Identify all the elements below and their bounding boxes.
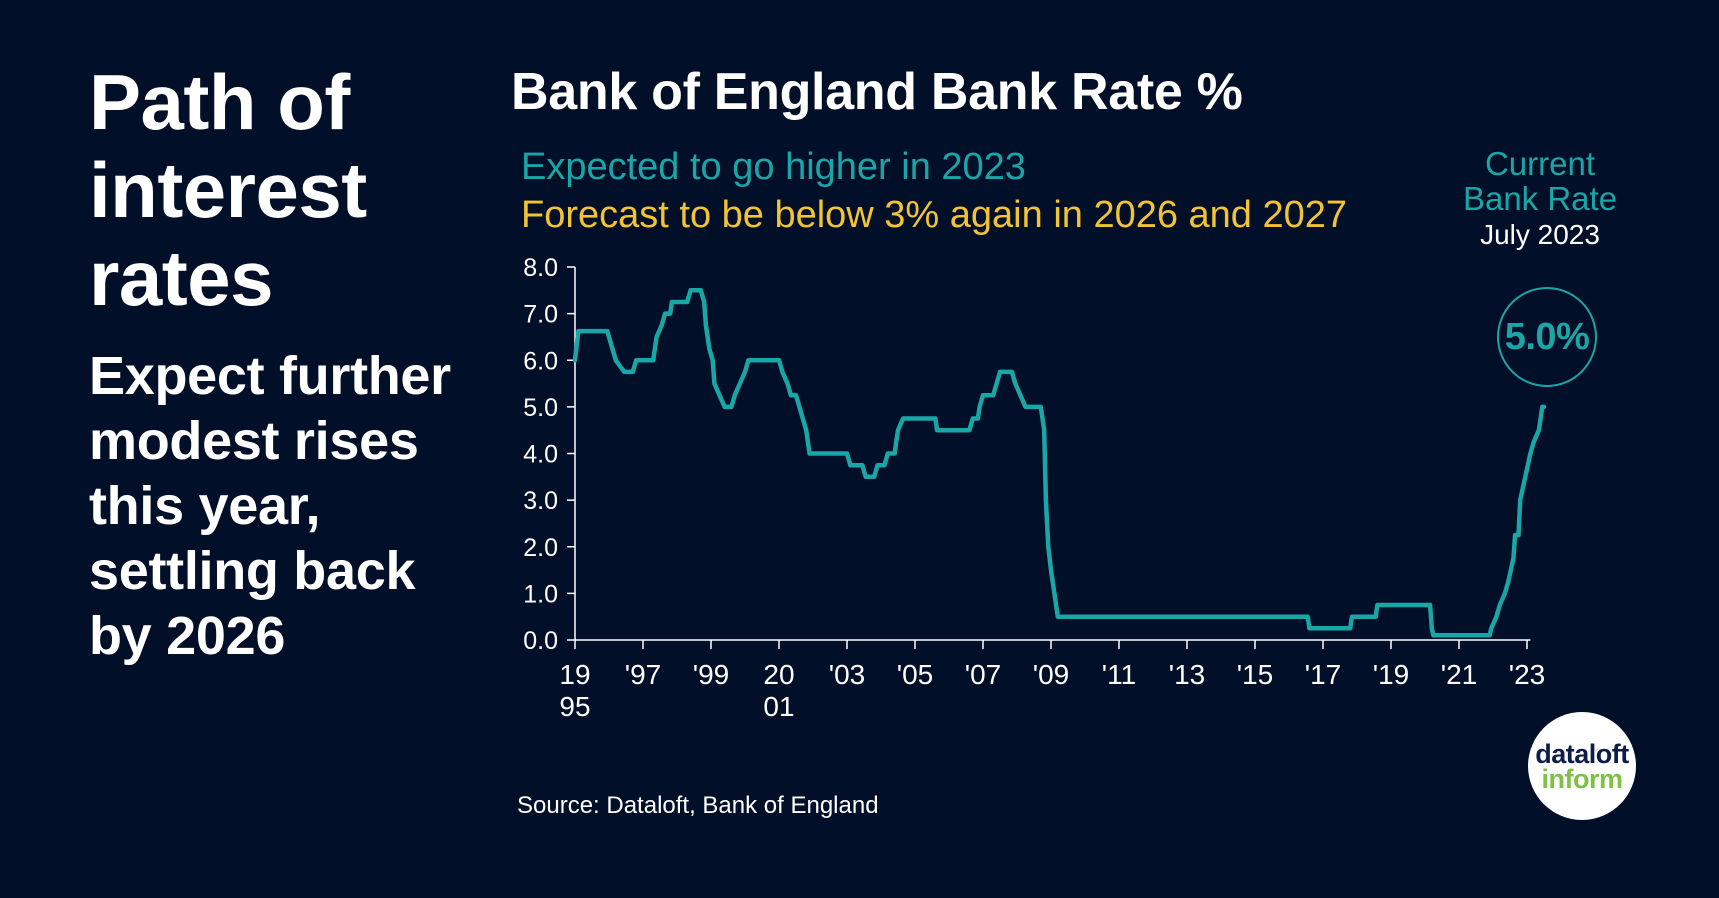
y-tick-label: 0.0 bbox=[523, 627, 558, 655]
x-tick-label-line2: 95 bbox=[559, 691, 590, 722]
x-tick-label-line2: 01 bbox=[763, 691, 794, 722]
chart-subtitle-forecast: Forecast to be below 3% again in 2026 an… bbox=[521, 194, 1348, 236]
y-tick-label: 8.0 bbox=[523, 254, 558, 282]
logo-word-dataloft: dataloft bbox=[1535, 739, 1629, 769]
bank-rate-series-line bbox=[572, 288, 1547, 638]
x-tick-label: '09 bbox=[1033, 659, 1070, 690]
logo-word-inform: inform bbox=[1541, 764, 1624, 794]
x-tick-label: '19 bbox=[1373, 659, 1410, 690]
chart-subtitle-expected: Expected to go higher in 2023 bbox=[521, 146, 1026, 188]
y-tick-label: 4.0 bbox=[523, 441, 558, 469]
x-tick-label: '03 bbox=[829, 659, 866, 690]
y-tick-label: 5.0 bbox=[523, 394, 558, 422]
x-tick-label: '21 bbox=[1441, 659, 1478, 690]
x-tick-label: '15 bbox=[1237, 659, 1274, 690]
y-tick-label: 6.0 bbox=[523, 347, 558, 375]
x-tick-label: '99 bbox=[693, 659, 730, 690]
y-tick-label: 7.0 bbox=[523, 301, 558, 329]
headline: Path of interest rates bbox=[89, 58, 367, 322]
x-tick-label: '13 bbox=[1169, 659, 1206, 690]
y-tick-label: 2.0 bbox=[523, 534, 558, 562]
x-tick-label: '11 bbox=[1102, 659, 1136, 690]
current-rate-badge: 5.0% bbox=[1497, 287, 1597, 387]
source-note: Source: Dataloft, Bank of England bbox=[517, 792, 879, 819]
current-rate-date: July 2023 bbox=[1480, 219, 1600, 250]
x-tick-label: '97 bbox=[625, 659, 662, 690]
x-tick-label: '07 bbox=[965, 659, 1002, 690]
current-label-line1: Current bbox=[1484, 145, 1596, 182]
current-label-line2: Bank Rate bbox=[1462, 180, 1618, 217]
current-bank-rate-label: Current Bank Rate July 2023 bbox=[1440, 146, 1640, 254]
y-tick-label: 3.0 bbox=[523, 487, 558, 515]
x-tick-label: '23 bbox=[1509, 659, 1546, 690]
chart-title: Bank of England Bank Rate % bbox=[511, 63, 1243, 121]
subheadline: Expect further modest rises this year, s… bbox=[89, 346, 451, 666]
x-tick-label: '05 bbox=[897, 659, 934, 690]
x-tick-label: 20 bbox=[763, 659, 794, 690]
dataloft-logo: dataloft inform bbox=[1528, 712, 1636, 820]
x-tick-label: '17 bbox=[1305, 659, 1342, 690]
y-tick-label: 1.0 bbox=[523, 580, 558, 608]
x-tick-label: 19 bbox=[559, 659, 590, 690]
